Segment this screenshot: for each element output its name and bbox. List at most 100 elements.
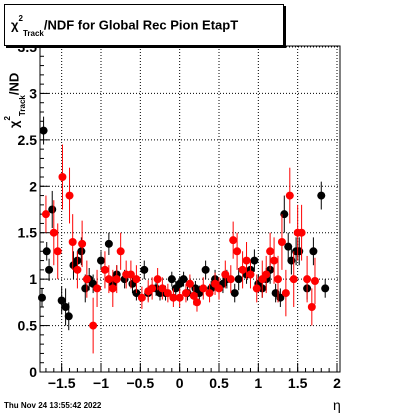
- x-tick-label: 1: [254, 375, 262, 391]
- data-point: [45, 265, 54, 274]
- data-point: [137, 293, 146, 302]
- data-point: [57, 296, 66, 305]
- data-point: [140, 265, 149, 274]
- data-point: [242, 256, 251, 265]
- data-point: [89, 321, 98, 330]
- data-point: [201, 265, 210, 274]
- x-tick-label: −1: [93, 375, 109, 391]
- data-point: [230, 289, 239, 298]
- data-point: [153, 275, 162, 284]
- data-point: [281, 289, 290, 298]
- data-point: [285, 191, 294, 200]
- y-axis-label-area: χ2Track/ND: [0, 46, 40, 136]
- data-point: [274, 275, 282, 284]
- timestamp: Thu Nov 24 13:55:42 2022: [4, 401, 102, 410]
- data-point: [179, 275, 188, 284]
- data-point: [252, 284, 261, 293]
- data-point: [215, 284, 223, 293]
- data-point: [192, 298, 201, 307]
- data-point: [169, 293, 178, 302]
- data-point: [175, 293, 184, 302]
- data-point: [233, 247, 242, 256]
- y-tick-label: 0: [29, 364, 37, 380]
- data-point: [41, 210, 50, 219]
- data-point: [126, 270, 135, 279]
- data-point: [317, 191, 326, 200]
- data-point: [189, 291, 198, 300]
- y-tick-label: 3: [29, 85, 37, 101]
- data-point: [238, 265, 247, 274]
- data-point: [53, 247, 62, 256]
- data-point: [310, 277, 319, 285]
- data-point: [262, 270, 271, 279]
- data-point: [229, 236, 238, 245]
- grid: [40, 46, 340, 373]
- data-point: [303, 275, 312, 284]
- data-point: [148, 284, 157, 293]
- data-point: [42, 247, 51, 256]
- y-tick-label: 2.5: [18, 132, 38, 148]
- data-point: [78, 239, 87, 248]
- data-point: [49, 228, 58, 237]
- data-point: [277, 238, 286, 246]
- data-point: [163, 289, 172, 298]
- data-point: [284, 242, 293, 251]
- data-point: [266, 247, 275, 256]
- data-point: [58, 173, 67, 181]
- title-box: χ2Track/NDF for Global Rec Pion EtapT: [4, 4, 284, 46]
- x-tick-label: −0.5: [127, 375, 155, 391]
- data-point: [104, 275, 113, 284]
- x-axis: −1.5 −1 −0.5 0 0.5 1 1.5 2: [45, 363, 341, 391]
- data-point: [205, 289, 214, 298]
- x-tick-label: 1.5: [288, 375, 308, 391]
- data-point: [132, 275, 141, 284]
- data-point: [82, 275, 91, 284]
- data-point: [246, 270, 255, 279]
- data-point: [108, 284, 117, 293]
- series-red: [41, 144, 319, 354]
- data-point: [116, 247, 125, 256]
- y-axis-label: χ2Track/ND: [3, 72, 27, 128]
- plot-frame: [39, 45, 341, 373]
- data-point: [185, 279, 194, 288]
- data-point: [158, 284, 167, 293]
- chart-title: χ2Track/NDF for Global Rec Pion EtapT: [11, 14, 239, 38]
- data-point: [250, 256, 259, 265]
- x-axis-label: η: [333, 397, 341, 413]
- data-point: [38, 293, 46, 302]
- data-point: [81, 284, 90, 293]
- data-point: [68, 238, 77, 246]
- data-point: [167, 275, 176, 284]
- x-tick-label: 0.5: [209, 375, 229, 391]
- data-point: [93, 284, 102, 293]
- data-point: [39, 126, 48, 135]
- y-tick-label: 1.5: [18, 225, 38, 241]
- data-point: [104, 239, 113, 248]
- y-tick-label: 0.5: [18, 318, 38, 334]
- data-point: [61, 303, 70, 311]
- data-point: [321, 284, 330, 293]
- data-point: [65, 191, 74, 200]
- x-tick-label: −1.5: [48, 375, 76, 391]
- data-point: [297, 228, 306, 237]
- x-tick-label: 2: [333, 375, 341, 391]
- y-axis: 00.511.522.533.5: [18, 39, 49, 380]
- data-point: [226, 275, 235, 284]
- data-point: [234, 275, 243, 284]
- data-point: [309, 247, 318, 256]
- y-tick-label: 2: [29, 178, 37, 194]
- data-point: [64, 312, 73, 321]
- x-tick-label: 0: [176, 375, 184, 391]
- data-point: [270, 256, 279, 265]
- data-point: [77, 247, 86, 256]
- data-point: [199, 284, 208, 293]
- y-tick-label: 1: [29, 271, 37, 287]
- data-point: [73, 265, 82, 274]
- data-point: [289, 275, 298, 284]
- data-point: [181, 289, 190, 298]
- data-point: [100, 265, 109, 274]
- data-point: [97, 256, 105, 265]
- data-point: [221, 270, 230, 279]
- data-point: [307, 303, 316, 311]
